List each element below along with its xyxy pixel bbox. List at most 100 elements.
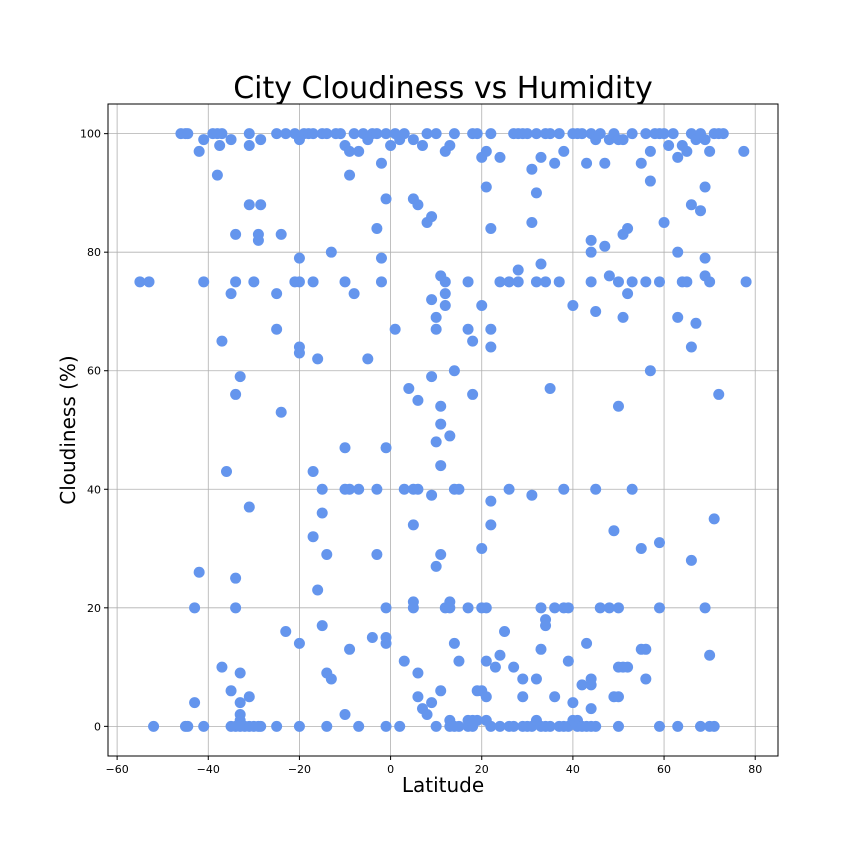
data-point	[439, 276, 451, 288]
data-point	[685, 341, 697, 353]
data-point	[567, 697, 579, 709]
y-axis-ticks: 0 20 40 60 80 100	[80, 128, 108, 733]
data-point	[480, 655, 492, 667]
data-point	[394, 720, 406, 732]
data-point	[230, 572, 242, 584]
data-point	[430, 311, 442, 323]
data-point	[617, 311, 629, 323]
data-point	[325, 246, 337, 258]
data-point	[640, 643, 652, 655]
data-point	[590, 720, 602, 732]
data-point	[590, 305, 602, 317]
data-point	[558, 483, 570, 495]
data-point	[562, 655, 574, 667]
data-point	[448, 637, 460, 649]
data-point	[426, 211, 438, 223]
data-point	[699, 181, 711, 193]
grid	[108, 104, 778, 756]
data-point	[567, 300, 579, 312]
data-point	[612, 400, 624, 412]
data-point	[453, 655, 465, 667]
data-point	[526, 489, 538, 501]
x-tick-label: −20	[288, 763, 311, 776]
x-tick-label: 60	[657, 763, 671, 776]
data-point	[599, 157, 611, 169]
data-point	[462, 602, 474, 614]
data-point	[462, 323, 474, 335]
data-point	[681, 276, 693, 288]
data-point	[444, 430, 456, 442]
data-point	[503, 483, 515, 495]
data-point	[517, 673, 529, 685]
data-point	[435, 460, 447, 472]
data-point	[321, 720, 333, 732]
data-point	[485, 128, 497, 140]
data-point	[508, 720, 520, 732]
data-point	[690, 317, 702, 329]
x-tick-label: 0	[387, 763, 394, 776]
data-point	[708, 513, 720, 525]
data-point	[499, 626, 511, 638]
data-point	[704, 145, 716, 157]
data-point	[344, 483, 356, 495]
x-axis-label: Latitude	[402, 773, 484, 797]
data-point	[339, 442, 351, 454]
data-point	[672, 720, 684, 732]
data-point	[412, 483, 424, 495]
data-point	[398, 655, 410, 667]
data-point	[494, 720, 506, 732]
data-point	[612, 691, 624, 703]
data-point	[275, 228, 287, 240]
data-point	[293, 252, 305, 264]
data-point	[485, 720, 497, 732]
x-tick-label: 80	[748, 763, 762, 776]
data-point	[234, 667, 246, 679]
data-point	[699, 134, 711, 146]
data-point	[255, 134, 267, 146]
data-point	[544, 720, 556, 732]
data-point	[444, 602, 456, 614]
data-point	[653, 720, 665, 732]
data-point	[362, 353, 374, 365]
data-point	[312, 584, 324, 596]
data-point	[713, 388, 725, 400]
data-point	[316, 507, 328, 519]
data-point	[198, 276, 210, 288]
data-point	[426, 294, 438, 306]
data-point	[312, 353, 324, 365]
data-point	[407, 602, 419, 614]
data-point	[635, 157, 647, 169]
data-point	[685, 554, 697, 566]
data-point	[421, 709, 433, 721]
data-point	[626, 483, 638, 495]
data-point	[535, 602, 547, 614]
data-point	[485, 323, 497, 335]
data-point	[535, 151, 547, 163]
data-point	[248, 276, 260, 288]
data-point	[530, 673, 542, 685]
data-point	[635, 543, 647, 555]
data-point	[535, 643, 547, 655]
data-point	[585, 673, 597, 685]
data-point	[644, 365, 656, 377]
data-point	[494, 649, 506, 661]
data-point	[412, 691, 424, 703]
data-point	[549, 157, 561, 169]
y-tick-label: 0	[94, 720, 101, 733]
data-point	[307, 531, 319, 543]
data-point	[380, 193, 392, 205]
x-tick-label: 20	[475, 763, 489, 776]
data-point	[485, 495, 497, 507]
data-point	[412, 667, 424, 679]
data-point	[211, 169, 223, 181]
data-point	[594, 602, 606, 614]
data-point	[348, 128, 360, 140]
data-point	[230, 276, 242, 288]
data-point	[348, 288, 360, 300]
data-point	[476, 300, 488, 312]
data-point	[307, 128, 319, 140]
data-point	[526, 163, 538, 175]
data-point	[612, 602, 624, 614]
data-point	[380, 720, 392, 732]
